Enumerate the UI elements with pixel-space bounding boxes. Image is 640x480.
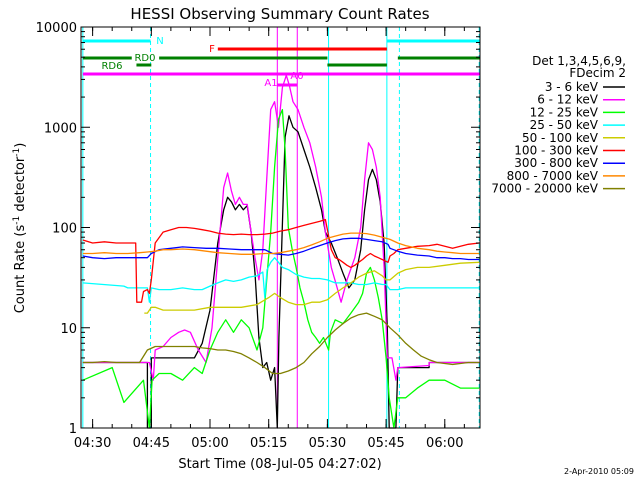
y-tick-label-0: 1 <box>69 422 77 437</box>
legend-title-line-2: FDecim 2 <box>569 66 626 80</box>
y-tick-label-3: 1000 <box>44 121 77 136</box>
series-line-6 <box>82 237 480 261</box>
legend-label-5: 100 - 300 keV <box>514 144 598 158</box>
y-axis-label-mid: detector <box>13 156 28 216</box>
series-line-2 <box>82 108 480 429</box>
legend-label-0: 3 - 6 keV <box>545 80 599 94</box>
flag-label-0: N <box>156 36 163 47</box>
y-axis-label-sup2: -1 <box>12 148 22 157</box>
series-line-3 <box>82 257 480 303</box>
y-tick-label-4: 10000 <box>36 21 77 36</box>
y-axis-label-main: Count Rate (s <box>13 225 28 314</box>
flag-label-6: A0 <box>290 71 303 82</box>
x-tick-label-2: 05:00 <box>191 436 228 451</box>
footer-timestamp: 2-Apr-2010 05:09 <box>564 467 634 476</box>
x-tick-label-0: 04:30 <box>74 436 111 451</box>
series-line-1 <box>82 74 480 381</box>
x-tick-label-4: 05:30 <box>309 436 346 451</box>
x-tick-label-5: 05:45 <box>367 436 404 451</box>
legend-label-8: 7000 - 20000 keV <box>491 182 598 196</box>
flag-label-2: RD0 <box>134 53 155 64</box>
x-axis-label: Start Time (08-Jul-05 04:27:02) <box>178 457 381 472</box>
legend-label-3: 25 - 50 keV <box>530 118 599 132</box>
y-axis-label: Count Rate (s-1 detector-1) <box>12 143 28 314</box>
x-tick-label-3: 05:15 <box>250 436 287 451</box>
x-tick-label-1: 04:45 <box>133 436 170 451</box>
series-line-4 <box>144 261 480 314</box>
legend-label-2: 12 - 25 keV <box>530 105 599 119</box>
y-tick-label-2: 100 <box>52 222 77 237</box>
x-tick-label-6: 06:00 <box>426 436 463 451</box>
y-tick-label-1: 10 <box>60 322 77 337</box>
plot-area: N F RD0 RD6 A1 A0 1 10 100 1000 10000 04:30 04:45 05:… <box>36 21 481 451</box>
legend-title-line-1: Det 1,3,4,5,6,9, <box>532 54 626 68</box>
flag-label-3: RD6 <box>101 61 122 72</box>
flag-label-1: F <box>209 44 215 55</box>
y-axis-label-sup1: -1 <box>12 216 22 225</box>
y-axis-label-end: ) <box>13 143 28 148</box>
series-line-5 <box>82 218 480 303</box>
flag-label-5: A1 <box>264 78 277 89</box>
legend-label-7: 800 - 7000 keV <box>507 169 599 183</box>
legend-label-4: 50 - 100 keV <box>522 131 599 145</box>
series-line-7 <box>82 232 480 255</box>
series-line-0 <box>82 115 480 429</box>
chart-title: HESSI Observing Summary Count Rates <box>130 5 429 23</box>
series-line-8 <box>82 312 480 375</box>
legend-label-1: 6 - 12 keV <box>537 93 599 107</box>
legend-label-6: 300 - 800 keV <box>514 156 598 170</box>
